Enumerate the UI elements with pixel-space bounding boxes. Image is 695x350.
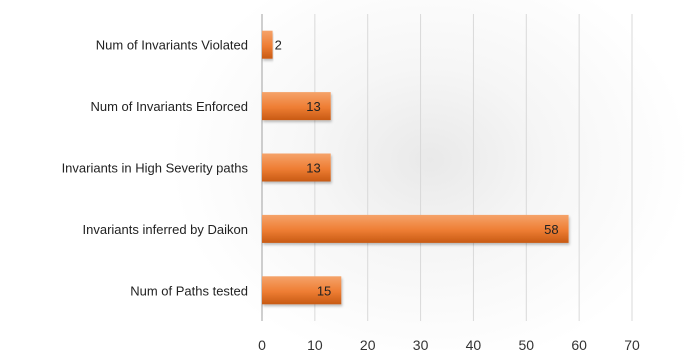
x-tick-label-60: 60 (571, 337, 587, 350)
data-label-4: 15 (317, 283, 331, 298)
x-tick-label-10: 10 (307, 337, 323, 350)
bar-0 (262, 30, 273, 59)
bar-2 (262, 153, 331, 182)
x-tick-label-0: 0 (258, 337, 266, 350)
bars (262, 30, 569, 305)
category-label-4: Num of Paths tested (130, 283, 248, 298)
data-label-2: 13 (306, 161, 320, 176)
category-label-0: Num of Invariants Violated (96, 38, 248, 53)
bar-1 (262, 92, 331, 121)
labels: 0 10 20 30 40 50 60 70 Num of Invariants Violate… (62, 38, 640, 350)
bar-3 (262, 214, 569, 243)
data-label-3: 58 (544, 222, 558, 237)
x-tick-label-70: 70 (624, 337, 640, 350)
bar-4 (262, 276, 342, 305)
gridlines (314, 14, 633, 321)
data-label-0: 2 (275, 38, 282, 53)
category-label-2: Invariants in High Severity paths (62, 161, 249, 176)
category-label-1: Num of Invariants Enforced (90, 99, 248, 114)
x-tick-label-20: 20 (360, 337, 376, 350)
x-tick-label-30: 30 (413, 337, 429, 350)
category-label-3: Invariants inferred by Daikon (83, 222, 248, 237)
x-tick-label-40: 40 (466, 337, 482, 350)
x-tick-label-50: 50 (518, 337, 534, 350)
data-label-1: 13 (306, 99, 320, 114)
